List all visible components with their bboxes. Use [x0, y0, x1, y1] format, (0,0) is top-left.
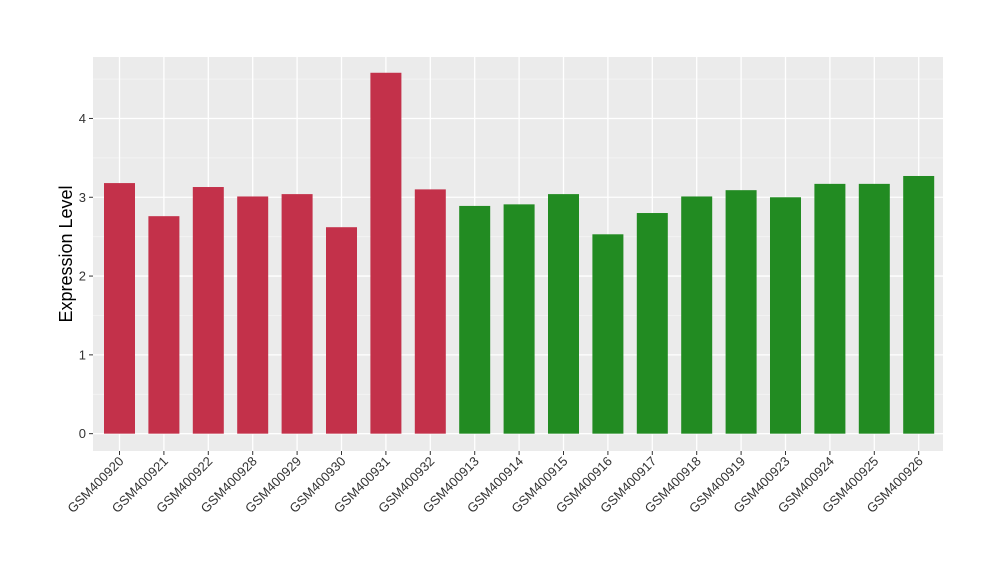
- bar-GSM400917: [636, 213, 668, 434]
- y-axis-title: Expression Level: [56, 185, 76, 322]
- x-axis: GSM400920GSM400921GSM400922GSM400928GSM4…: [64, 451, 926, 516]
- bar-GSM400924: [814, 183, 846, 434]
- bar-GSM400930: [326, 227, 357, 434]
- bar-GSM400920: [104, 183, 135, 434]
- y-tick-label: 4: [79, 111, 86, 126]
- bar-GSM400926: [903, 175, 935, 434]
- bar-GSM400916: [592, 234, 624, 434]
- bar-GSM400923: [770, 197, 801, 434]
- bar-GSM400932: [414, 189, 446, 434]
- bar-GSM400921: [148, 216, 180, 434]
- y-tick-label: 2: [79, 269, 86, 284]
- bar-GSM400928: [237, 196, 269, 434]
- bar-GSM400929: [281, 194, 313, 434]
- bar-GSM400925: [858, 183, 890, 434]
- bar-GSM400931: [370, 72, 402, 434]
- bar-GSM400913: [459, 205, 491, 434]
- y-tick-label: 1: [79, 347, 86, 362]
- bar-GSM400914: [503, 204, 535, 434]
- y-tick-label: 3: [79, 190, 86, 205]
- bar-GSM400915: [548, 194, 579, 434]
- bar-GSM400919: [725, 190, 757, 434]
- y-tick-label: 0: [79, 426, 86, 441]
- y-axis: 0 1 2 3 4: [79, 111, 93, 441]
- bar-GSM400918: [681, 196, 713, 434]
- bars: [104, 72, 935, 434]
- bar-GSM400922: [192, 187, 224, 434]
